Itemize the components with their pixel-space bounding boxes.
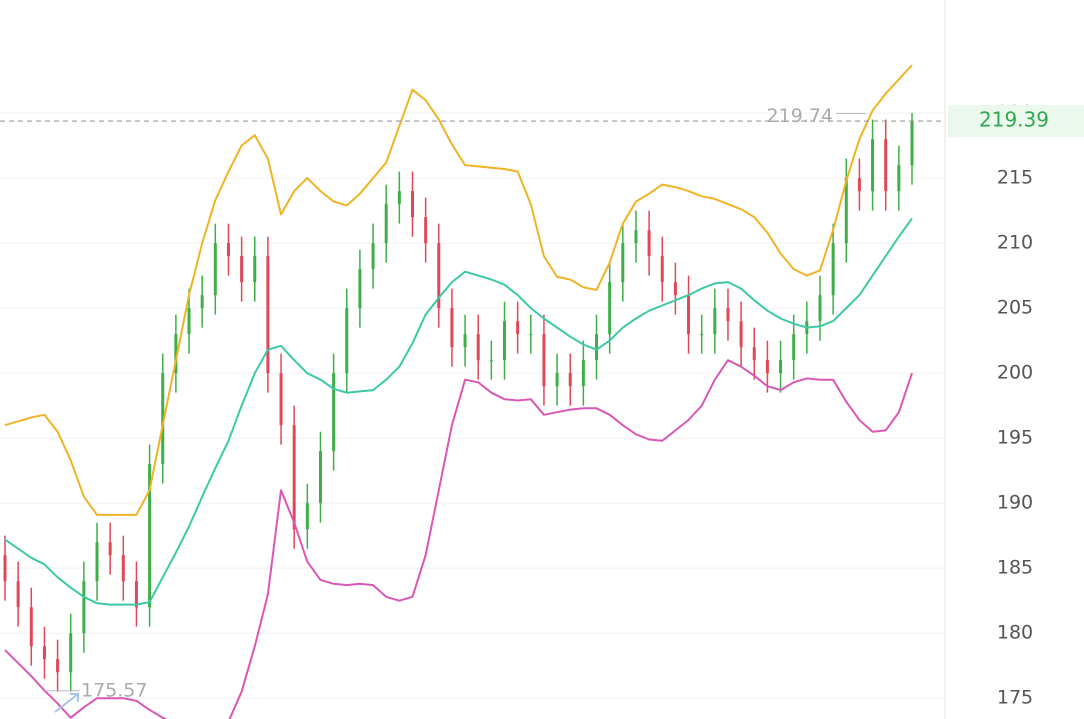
high-label: 219.74	[767, 105, 833, 127]
candle-body	[713, 308, 717, 335]
candle-body	[213, 243, 217, 296]
candle-body	[765, 360, 769, 374]
candle-body	[410, 191, 414, 218]
candle-body	[332, 373, 336, 452]
candle-body	[595, 334, 599, 361]
candle-body	[752, 347, 756, 361]
candle-body	[792, 334, 796, 361]
candle-body	[437, 243, 441, 309]
candle-body	[673, 282, 677, 296]
plot-area	[3, 64, 914, 719]
candle-body	[69, 633, 73, 673]
candle-body	[476, 334, 480, 361]
candle-body	[647, 230, 651, 257]
band-line	[4, 64, 913, 516]
last-price-tag	[948, 105, 1084, 138]
low-marker-arrow	[54, 693, 79, 713]
candle-body	[148, 464, 152, 608]
candle-body	[384, 204, 388, 244]
candle-body	[897, 165, 901, 192]
candle-body	[108, 542, 112, 556]
low-label: 175.57	[81, 679, 147, 701]
candle-body	[726, 308, 730, 322]
candle-body	[200, 295, 204, 309]
candle-body	[82, 581, 86, 634]
candle-body	[542, 334, 546, 387]
candle-body	[621, 243, 625, 283]
candle-body	[318, 451, 322, 504]
y-tick-label: 195	[997, 427, 1033, 449]
candle-body	[910, 121, 914, 166]
candle-body	[240, 256, 244, 283]
y-tick-label: 175	[997, 687, 1033, 709]
candle-body	[555, 373, 559, 387]
candle-body	[95, 542, 99, 582]
candle-body	[844, 178, 848, 244]
candle-body	[503, 321, 507, 361]
candle-body	[29, 607, 33, 647]
y-tick-label: 185	[997, 557, 1033, 579]
candle-body	[16, 581, 20, 608]
y-tick-label: 210	[997, 232, 1033, 254]
candle-body	[857, 178, 861, 192]
candle-body	[581, 360, 585, 387]
candle-body	[687, 295, 691, 335]
y-tick-label: 180	[997, 622, 1033, 644]
candle-body	[345, 308, 349, 374]
candle-body	[134, 581, 138, 608]
candle-body	[3, 555, 7, 582]
candle-body	[279, 373, 283, 426]
candle-body	[305, 503, 309, 530]
candle-body	[700, 334, 704, 336]
candle-body	[253, 256, 257, 283]
candle-body	[450, 308, 454, 348]
candle-body	[226, 243, 230, 257]
candle-body	[42, 646, 46, 660]
candle-body	[634, 230, 638, 244]
band-line	[4, 359, 913, 719]
candle-body	[608, 282, 612, 335]
candle-body	[831, 243, 835, 296]
candle-body	[358, 269, 362, 309]
y-tick-label: 215	[997, 167, 1033, 189]
candle-body	[187, 308, 191, 335]
candle-body	[660, 256, 664, 283]
candle-body	[568, 373, 572, 387]
band-line	[4, 217, 913, 606]
candle-body	[292, 425, 296, 530]
y-tick-label: 205	[997, 297, 1033, 319]
candle-body	[779, 360, 783, 374]
candle-body	[174, 334, 178, 374]
candle-body	[529, 334, 533, 336]
y-tick-label: 190	[997, 492, 1033, 514]
candle-body	[424, 217, 428, 244]
candle-body	[489, 360, 493, 362]
candle-body	[739, 321, 743, 348]
y-tick-label: 200	[997, 362, 1033, 384]
candle-body	[266, 256, 270, 374]
candle-body	[397, 191, 401, 205]
candle-body	[161, 373, 165, 465]
candle-body	[818, 295, 822, 322]
candle-body	[516, 321, 520, 335]
candle-body	[884, 139, 888, 192]
last-price-label: 219.39	[979, 108, 1049, 132]
candle-body	[56, 659, 60, 673]
candle-body	[371, 243, 375, 270]
candle-body	[121, 555, 125, 582]
candle-body	[871, 139, 875, 192]
candle-body	[463, 334, 467, 348]
